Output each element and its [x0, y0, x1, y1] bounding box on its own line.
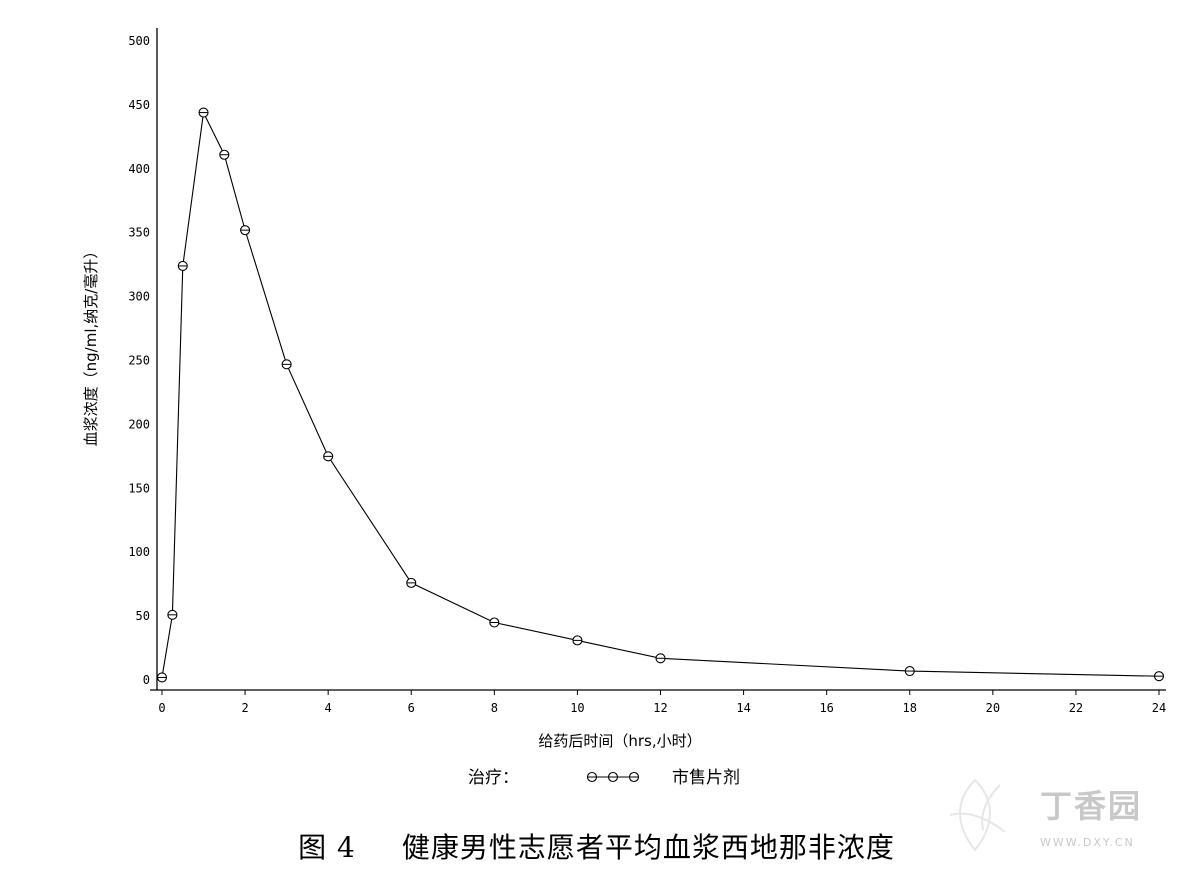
y-tick-label: 250	[128, 354, 150, 368]
x-tick-label: 24	[1152, 701, 1166, 715]
watermark-logo-icon	[949, 778, 1006, 852]
x-tick-label: 6	[408, 701, 415, 715]
series-layer	[156, 107, 1165, 683]
watermark-brand: 丁香园	[1040, 787, 1143, 825]
y-tick-label: 150	[128, 481, 150, 495]
y-tick-label: 0	[143, 673, 150, 687]
x-tick-label: 22	[1069, 701, 1083, 715]
y-tick-label: 200	[128, 417, 150, 431]
x-tick-label: 20	[986, 701, 1000, 715]
figure-number: 图 4	[298, 831, 356, 864]
x-tick-label: 12	[653, 701, 667, 715]
y-tick-label: 500	[128, 34, 150, 48]
legend-prefix: 治疗：	[468, 768, 519, 788]
x-tick-label: 16	[819, 701, 833, 715]
legend-series-name: 市售片剂	[672, 768, 740, 788]
watermark-url: WWW.DXY.CN	[1040, 836, 1135, 849]
x-tick-label: 10	[570, 701, 584, 715]
x-tick-label: 4	[325, 701, 332, 715]
y-tick-label: 50	[136, 609, 150, 623]
figure-title: 健康男性志愿者平均血浆西地那非浓度	[401, 831, 895, 864]
x-tick-label: 2	[241, 701, 248, 715]
y-tick-label: 450	[128, 98, 150, 112]
x-tick-label: 18	[903, 701, 917, 715]
x-tick-label: 14	[736, 701, 750, 715]
x-tick-label: 8	[491, 701, 498, 715]
series-line	[161, 110, 1160, 678]
axes	[150, 28, 1166, 691]
legend-marker	[586, 771, 640, 783]
x-tick-label: 0	[158, 701, 165, 715]
y-tick-label: 300	[128, 290, 150, 304]
legend: 治疗： 市售片剂	[468, 768, 740, 788]
y-axis-label: 血浆浓度（ng/ml,纳克/毫升）	[82, 244, 100, 447]
x-axis-label: 给药后时间（hrs,小时）	[538, 732, 701, 750]
y-tick-label: 400	[128, 162, 150, 176]
figure-caption: 图 4 健康男性志愿者平均血浆西地那非浓度	[0, 826, 1193, 866]
y-tick-label: 100	[128, 545, 150, 559]
y-tick-label: 350	[128, 226, 150, 240]
